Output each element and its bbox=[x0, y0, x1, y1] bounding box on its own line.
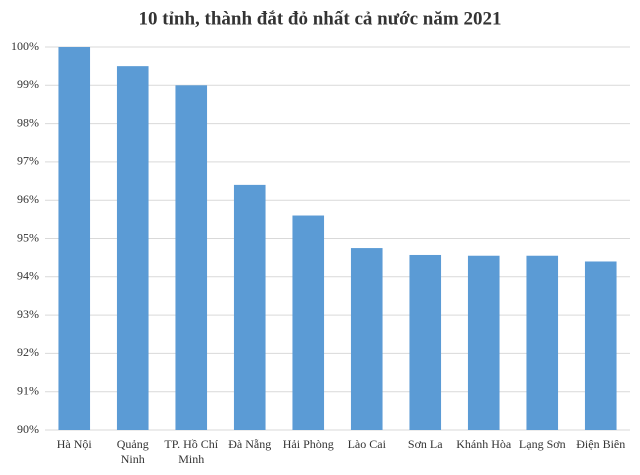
x-tick-label: Lạng Sơn bbox=[518, 437, 566, 451]
bar bbox=[292, 215, 325, 430]
y-tick-label: 91% bbox=[17, 383, 39, 397]
y-tick-label: 93% bbox=[17, 307, 39, 321]
x-tick-label: TP. Hồ Chí Minh bbox=[164, 437, 219, 466]
bar bbox=[584, 261, 617, 430]
bar bbox=[175, 85, 208, 431]
bar bbox=[526, 255, 559, 430]
x-tick-label: Đà Nẵng bbox=[228, 437, 272, 451]
bar bbox=[233, 184, 266, 430]
bar bbox=[409, 254, 442, 430]
y-tick-label: 90% bbox=[17, 422, 39, 436]
y-tick-label: 92% bbox=[17, 345, 39, 359]
x-tick-label: Sơn La bbox=[407, 437, 443, 451]
y-tick-label: 96% bbox=[17, 192, 39, 206]
bar bbox=[116, 66, 149, 431]
bar bbox=[467, 255, 500, 430]
y-tick-label: 99% bbox=[17, 77, 39, 91]
x-tick-label: Hà Nội bbox=[56, 437, 92, 451]
y-tick-label: 100% bbox=[11, 39, 39, 53]
x-tick-label: Quảng Ninh bbox=[116, 437, 149, 466]
x-tick-label: Khánh Hòa bbox=[456, 437, 512, 451]
x-tick-label: Hải Phòng bbox=[282, 437, 334, 451]
x-tick-label: Điện Biên bbox=[576, 437, 626, 451]
bar bbox=[58, 47, 91, 430]
y-tick-label: 97% bbox=[17, 154, 39, 168]
y-tick-label: 98% bbox=[17, 115, 39, 129]
bar bbox=[350, 248, 383, 430]
y-tick-label: 95% bbox=[17, 230, 39, 244]
chart-title: 10 tỉnh, thành đắt đỏ nhất cả nước năm 2… bbox=[139, 8, 502, 29]
x-tick-label: Lào Cai bbox=[347, 437, 386, 451]
y-tick-label: 94% bbox=[17, 269, 39, 283]
